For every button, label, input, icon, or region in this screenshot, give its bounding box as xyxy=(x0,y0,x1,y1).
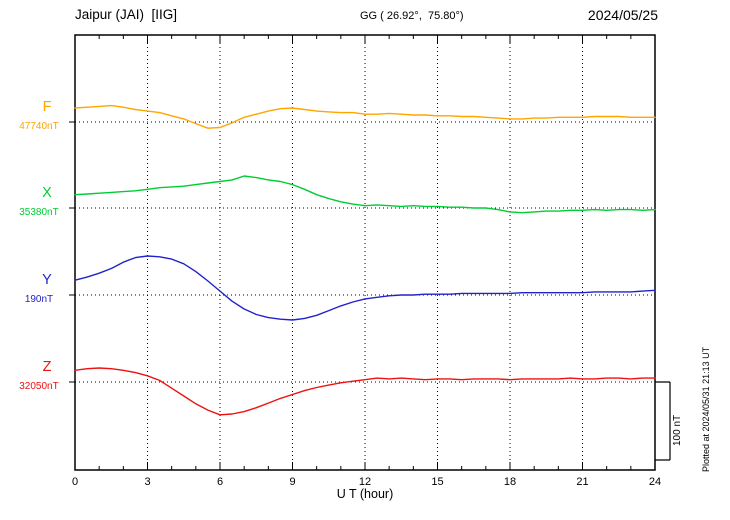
trace-X xyxy=(74,175,656,214)
x-tick-label: 0 xyxy=(72,476,78,488)
scale-bar-label: 100 nT xyxy=(672,414,683,446)
scale-bar xyxy=(655,381,671,461)
coordinates-label: GG ( 26.92°, 75.80°) xyxy=(360,10,464,22)
x-tick-label: 15 xyxy=(431,476,443,488)
series-legend-Z: Z 32050nT xyxy=(8,360,70,392)
trace-Z xyxy=(74,367,656,416)
series-baseline-F: 47740nT xyxy=(19,121,59,132)
series-label-X: X xyxy=(42,185,52,201)
x-tick-label: 24 xyxy=(649,476,661,488)
plot-frame xyxy=(74,34,656,471)
series-label-Y: Y xyxy=(42,272,52,288)
x-tick-label: 6 xyxy=(217,476,223,488)
series-baseline-Z: 32050nT xyxy=(19,381,59,392)
trace-F xyxy=(74,104,656,129)
x-tick-label: 9 xyxy=(289,476,295,488)
series-label-F: F xyxy=(42,99,52,115)
x-tick-label: 12 xyxy=(359,476,371,488)
x-axis-title: U T (hour) xyxy=(336,487,394,501)
date-label: 2024/05/25 xyxy=(587,7,658,23)
series-legend-F: F 47740nT xyxy=(8,100,70,132)
series-label-Z: Z xyxy=(42,359,52,375)
plotted-note: Plotted at 2024/05/31 21:13 UT xyxy=(701,346,711,472)
x-tick-label: 3 xyxy=(144,476,150,488)
x-tick-label: 21 xyxy=(576,476,588,488)
series-legend-X: X 35380nT xyxy=(8,186,70,218)
station-title: Jaipur (JAI) [IIG] xyxy=(75,7,178,22)
series-baseline-Y: 190nT xyxy=(24,294,54,305)
series-legend-Y: Y 190nT xyxy=(8,273,70,305)
series-baseline-X: 35380nT xyxy=(19,207,59,218)
x-tick-label: 18 xyxy=(504,476,516,488)
trace-Y xyxy=(74,255,656,321)
